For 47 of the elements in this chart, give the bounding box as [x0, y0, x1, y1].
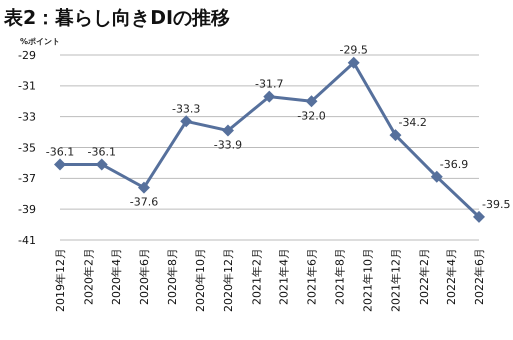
chart-title: 表2：暮らし向きDIの推移	[3, 7, 230, 29]
x-tick-label: 2021年4月	[277, 248, 290, 305]
data-label: -36.9	[440, 158, 468, 171]
y-tick-label: -37	[18, 172, 36, 186]
point	[96, 158, 108, 170]
y-tick-label: -35	[18, 141, 36, 154]
point	[348, 56, 360, 69]
x-tick-label: 2022年2月	[418, 248, 431, 305]
x-tick-label: 2021年2月	[250, 248, 264, 305]
x-tick-label: 2019年12月	[54, 248, 67, 312]
point	[263, 90, 276, 103]
y-tick-label: -33	[18, 110, 36, 124]
data-label: -36.1	[46, 145, 74, 158]
point	[305, 95, 318, 108]
data-label: -33.3	[172, 102, 200, 116]
y-tick-label: -41	[18, 234, 36, 247]
x-tick-label: 2021年12月	[389, 248, 402, 312]
data-label: -31.7	[255, 78, 284, 91]
x-tick-label: 2021年8月	[333, 248, 346, 305]
x-tick-label: 2020年12月	[222, 248, 235, 312]
x-tick-label: 2020年2月	[82, 248, 96, 305]
x-tick-label: 2020年6月	[138, 248, 151, 305]
data-label: -29.5	[339, 44, 368, 57]
y-tick-label: -29	[18, 48, 36, 62]
x-tick-label: 2021年6月	[305, 248, 318, 305]
point	[222, 124, 234, 137]
data-label: -32.0	[297, 109, 326, 122]
point	[430, 170, 443, 183]
y-tick-label: -31	[18, 80, 36, 93]
x-tick-label: 2020年10月	[194, 248, 207, 312]
x-tick-label: 2020年4月	[110, 248, 123, 305]
point	[180, 115, 192, 128]
x-tick-label: 2021年10月	[361, 248, 374, 312]
point	[389, 129, 402, 142]
x-tick-label: 2020年8月	[166, 248, 179, 305]
point	[473, 210, 485, 223]
y-tick-label: -39	[18, 203, 36, 216]
y-axis-title: %ポイント	[20, 37, 60, 46]
data-label: -33.9	[214, 138, 242, 152]
data-label: -39.5	[482, 198, 510, 211]
data-label: -37.6	[130, 196, 158, 209]
x-tick-label: 2022年6月	[472, 248, 486, 305]
data-label: -36.1	[88, 145, 116, 158]
data-label: -34.2	[398, 116, 427, 130]
x-tick-label: 2022年4月	[444, 248, 458, 305]
point	[54, 158, 66, 170]
point	[138, 182, 150, 194]
